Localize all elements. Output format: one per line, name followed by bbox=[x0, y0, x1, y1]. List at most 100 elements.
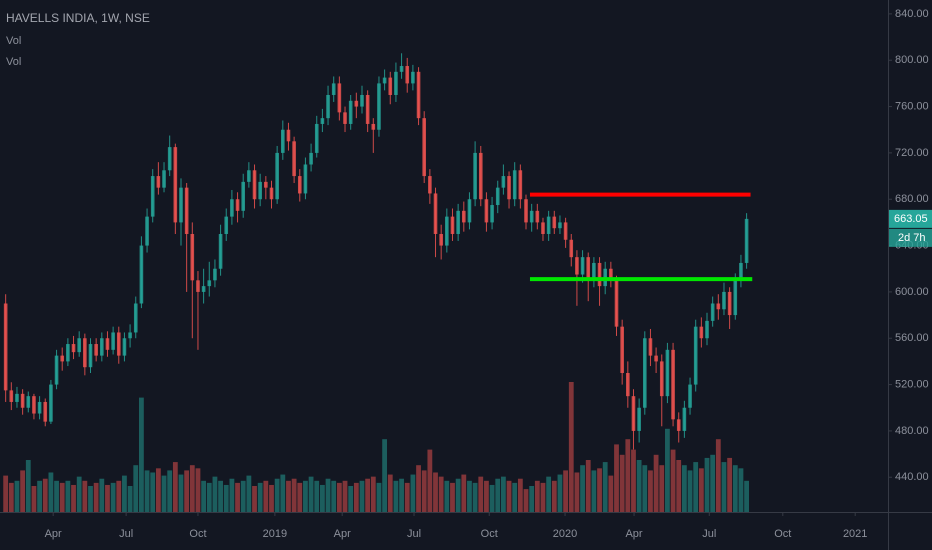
volume-bar bbox=[297, 482, 303, 512]
volume-bar bbox=[602, 462, 608, 512]
candle-body bbox=[258, 181, 262, 200]
volume-bar bbox=[614, 444, 619, 512]
volume-bar bbox=[557, 474, 563, 512]
candle-body bbox=[439, 233, 443, 246]
volume-bar bbox=[597, 468, 602, 512]
candle-body bbox=[320, 118, 325, 124]
volume-bar bbox=[665, 428, 670, 512]
y-tick-label: 560.00 bbox=[895, 332, 929, 344]
volume-bar bbox=[353, 482, 359, 512]
candle-body bbox=[626, 372, 630, 397]
volume-bar bbox=[263, 480, 269, 512]
candle-body bbox=[286, 129, 291, 142]
candle-body bbox=[428, 176, 432, 194]
candle-body bbox=[507, 176, 511, 200]
volume-bar bbox=[636, 460, 642, 512]
x-tick-label: Oct bbox=[774, 528, 791, 540]
y-tick-label: 840.00 bbox=[895, 8, 929, 20]
candle-body bbox=[382, 77, 387, 84]
candle-body bbox=[264, 181, 268, 188]
volume-bar bbox=[563, 470, 569, 512]
volume-bar bbox=[585, 460, 591, 512]
candle-body bbox=[196, 280, 200, 292]
candle-body bbox=[654, 355, 658, 362]
volume-bar bbox=[608, 475, 614, 512]
y-tick-label: 680.00 bbox=[895, 193, 929, 205]
candle-body bbox=[314, 123, 319, 153]
volume-bar bbox=[206, 482, 212, 512]
volume-bar bbox=[534, 480, 540, 512]
candle-body bbox=[693, 326, 698, 385]
countdown-label: 2d 7h bbox=[898, 232, 926, 244]
y-tick-label: 520.00 bbox=[895, 378, 929, 390]
volume-bar bbox=[433, 472, 438, 512]
volume-bar bbox=[376, 482, 382, 512]
candle-body bbox=[235, 199, 240, 211]
candle-body bbox=[722, 291, 726, 310]
volume-bar bbox=[472, 482, 478, 512]
volume-bar bbox=[31, 486, 37, 512]
volume-bar bbox=[387, 474, 393, 512]
volume-bar bbox=[269, 484, 274, 512]
candle-body bbox=[727, 291, 732, 316]
volume-bar bbox=[82, 480, 88, 512]
volume-bar bbox=[252, 486, 257, 512]
volume-bar bbox=[478, 476, 484, 512]
volume-bar bbox=[359, 480, 365, 512]
volume-bar bbox=[280, 474, 286, 512]
volume-bar bbox=[715, 439, 721, 512]
volume-bar bbox=[517, 478, 523, 512]
candle-body bbox=[252, 170, 257, 200]
volume-bar bbox=[303, 480, 308, 512]
chart-title: HAVELLS INDIA, 1W, NSE bbox=[6, 11, 150, 25]
volume-bar bbox=[444, 480, 450, 512]
volume-bar bbox=[155, 468, 161, 512]
candle-body bbox=[620, 326, 624, 373]
volume-bar bbox=[150, 472, 156, 512]
y-tick-label: 760.00 bbox=[895, 100, 929, 112]
candle-body bbox=[411, 71, 415, 84]
candle-body bbox=[569, 239, 574, 258]
y-tick-label: 440.00 bbox=[895, 471, 929, 483]
candle-body bbox=[360, 94, 364, 107]
candle-body bbox=[586, 257, 591, 281]
candle-body bbox=[77, 338, 81, 353]
candle-body bbox=[309, 152, 313, 165]
candle-body bbox=[122, 338, 127, 356]
candle-body bbox=[473, 152, 477, 200]
candle-body bbox=[60, 355, 65, 362]
volume-bar bbox=[212, 476, 218, 512]
candle-body bbox=[54, 355, 59, 385]
candle-body bbox=[648, 338, 653, 356]
volume-bar bbox=[161, 475, 167, 512]
candle-body bbox=[150, 176, 155, 217]
x-tick-label: 2020 bbox=[553, 528, 577, 540]
x-tick-label: Oct bbox=[189, 528, 206, 540]
candle-body bbox=[371, 123, 376, 130]
candle-body bbox=[201, 286, 206, 292]
candle-body bbox=[207, 280, 212, 287]
volume-bar bbox=[331, 480, 337, 512]
volume-bar bbox=[455, 478, 461, 512]
candle-body bbox=[297, 176, 302, 194]
volume-bar bbox=[14, 480, 20, 512]
candle-body bbox=[445, 216, 449, 246]
candle-body bbox=[580, 257, 585, 275]
volume-bar bbox=[65, 480, 71, 512]
volume-bar bbox=[506, 480, 512, 512]
volume-bar bbox=[8, 482, 14, 512]
candle-body bbox=[659, 361, 664, 397]
candle-body bbox=[116, 332, 121, 356]
volume-bar bbox=[25, 460, 31, 512]
volume-bar bbox=[421, 470, 427, 512]
volume-bar bbox=[546, 476, 552, 512]
candle-body bbox=[173, 147, 178, 223]
volume-bar bbox=[370, 476, 376, 512]
volume-bar bbox=[681, 465, 687, 512]
volume-bar bbox=[291, 478, 297, 512]
volume-bar bbox=[336, 482, 342, 512]
candle-body bbox=[71, 344, 76, 353]
candle-body bbox=[592, 262, 596, 281]
volume-bar bbox=[529, 486, 535, 512]
volume-bar bbox=[172, 462, 178, 512]
